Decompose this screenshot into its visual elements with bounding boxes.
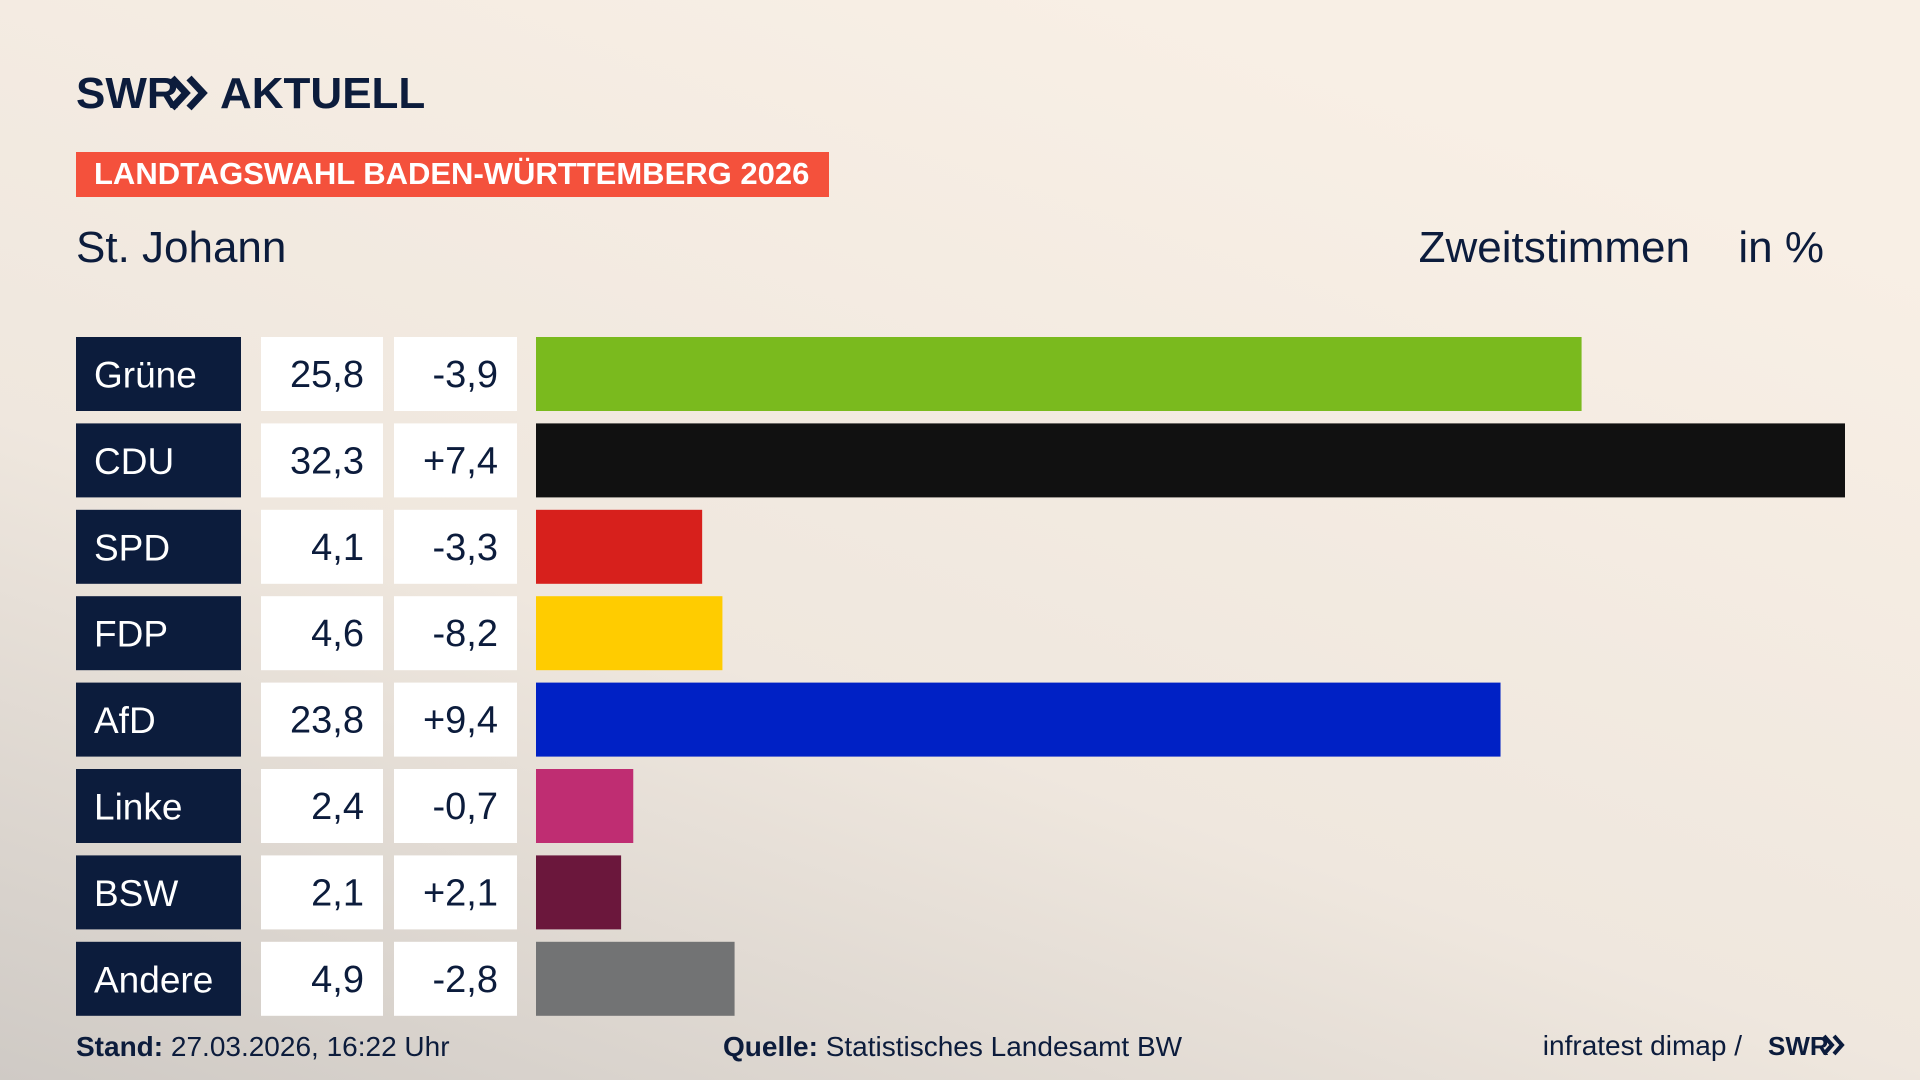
banner-box [76, 152, 829, 197]
banner: LANDTAGSWAHL BADEN-WÜRTTEMBERG 2026 [94, 156, 809, 191]
chart-title: St. Johann [76, 223, 286, 272]
value-box [261, 509, 383, 584]
party-label: Andere [94, 959, 213, 1000]
value-label: 2,4 [311, 786, 364, 828]
bar [536, 855, 622, 930]
stand: 27.03.2026, 16:22 Uhr [171, 1031, 450, 1062]
change-box [394, 423, 517, 498]
party-box [76, 509, 241, 584]
value-label: 4,6 [311, 613, 364, 655]
value-box [261, 337, 383, 411]
value-box [261, 855, 383, 930]
logo-suffix: AKTUELL [220, 69, 425, 118]
change-label: -8,2 [433, 613, 498, 655]
change-label: -2,8 [433, 959, 498, 1001]
bar [536, 596, 723, 671]
change-box [394, 769, 517, 843]
change-label: +9,4 [423, 700, 498, 742]
value-box [261, 423, 383, 498]
bar [536, 769, 634, 843]
value-label: 25,8 [290, 354, 364, 396]
party-box [76, 423, 241, 498]
value-box [261, 941, 383, 1016]
unit: in % [1738, 223, 1824, 272]
party-label: CDU [94, 441, 174, 482]
subtitle: Zweitstimmen [1419, 223, 1690, 272]
party-label: SPD [94, 527, 170, 568]
bar [536, 682, 1501, 757]
rows: Grüne 25,8 -3,9 CDU 32,3 +7,4 SPD 4,1 -3,3 FDP 4,6… [76, 337, 1845, 1016]
change-label: -0,7 [433, 786, 498, 828]
change-box [394, 682, 517, 757]
change-label: +2,1 [423, 872, 498, 914]
logo-brand: SWR [76, 69, 179, 118]
credit-brand: SWR [1768, 1031, 1829, 1061]
value-box [261, 769, 383, 843]
bar [536, 423, 1845, 498]
logo-chevrons [169, 75, 208, 111]
change-box [394, 509, 517, 584]
change-label: -3,9 [433, 354, 498, 396]
party-box [76, 337, 241, 411]
credit: infratest dimap / [1543, 1030, 1742, 1061]
footer-source: Quelle: Statistisches Landesamt BW [723, 1031, 1183, 1062]
stand-label: Stand: [76, 1031, 163, 1062]
party-label: Grüne [94, 355, 197, 396]
change-box [394, 941, 517, 1016]
bar [536, 509, 703, 584]
party-label: AfD [94, 700, 156, 741]
value-label: 4,9 [311, 959, 364, 1001]
value-label: 23,8 [290, 700, 364, 742]
party-label: FDP [94, 614, 168, 655]
change-box [394, 596, 517, 671]
party-box [76, 769, 241, 843]
change-box [394, 855, 517, 930]
party-box [76, 855, 241, 930]
party-label: Linke [94, 787, 182, 828]
bar [536, 337, 1582, 411]
source-label: Quelle: [723, 1031, 818, 1062]
bar [536, 941, 735, 1016]
value-label: 4,1 [311, 527, 364, 569]
value-box [261, 596, 383, 671]
party-box [76, 682, 241, 757]
change-label: +7,4 [423, 440, 498, 482]
party-label: BSW [94, 873, 178, 914]
change-label: -3,3 [433, 527, 498, 569]
change-box [394, 337, 517, 411]
source: Statistisches Landesamt BW [826, 1031, 1183, 1062]
value-label: 32,3 [290, 440, 364, 482]
credit-chevrons [1822, 1034, 1845, 1056]
value-label: 2,1 [311, 872, 364, 914]
footer-stand: Stand: 27.03.2026, 16:22 Uhr [76, 1031, 450, 1062]
value-box [261, 682, 383, 757]
party-box [76, 596, 241, 671]
party-box [76, 941, 241, 1016]
